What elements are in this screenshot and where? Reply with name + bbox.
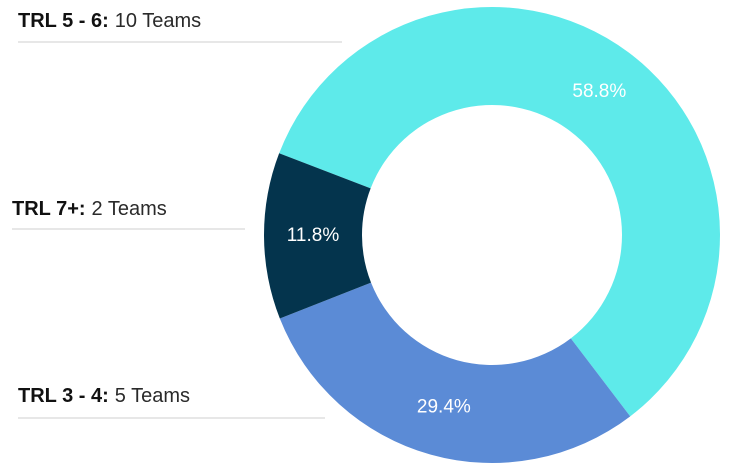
legend-count: 5 Teams — [115, 385, 190, 407]
legend-entry: TRL 3 - 4: 5 Teams — [18, 385, 190, 407]
legend-count: 10 Teams — [115, 10, 201, 32]
donut-slice — [279, 6, 721, 417]
legend-count: 2 Teams — [92, 198, 167, 220]
legend-category: TRL 3 - 4: — [18, 385, 109, 407]
slice-label: 29.4% — [417, 396, 471, 417]
donut-slice — [279, 282, 631, 463]
legend-entry: TRL 7+: 2 Teams — [12, 198, 167, 220]
legend-category: TRL 7+: — [12, 198, 86, 220]
legend-entry: TRL 5 - 6: 10 Teams — [18, 10, 201, 32]
legend-category: TRL 5 - 6: — [18, 10, 109, 32]
slice-label: 58.8% — [572, 81, 626, 102]
donut-slice — [263, 153, 372, 319]
slice-label: 11.8% — [287, 225, 340, 246]
